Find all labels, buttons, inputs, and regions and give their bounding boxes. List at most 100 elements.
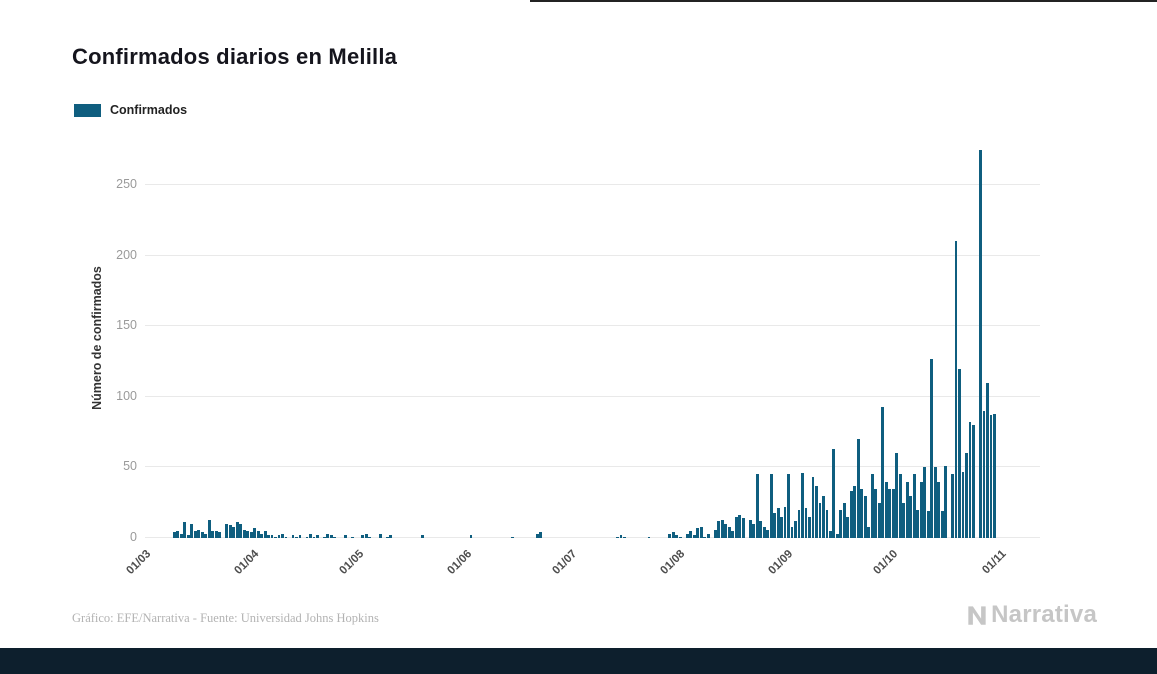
x-axis-ticks: 01/03 01/04 01/05 01/06 01/07 01/08 01/09 01/10… xyxy=(125,539,1040,599)
bar xyxy=(295,536,298,538)
bar xyxy=(329,535,333,538)
bar xyxy=(298,535,302,538)
y-tick-label: 200 xyxy=(116,247,137,262)
plot-area xyxy=(145,145,1040,538)
bar xyxy=(364,533,368,538)
bar xyxy=(469,535,473,538)
bar xyxy=(253,528,257,538)
bar xyxy=(741,518,745,538)
bar xyxy=(734,516,738,538)
bar xyxy=(842,502,846,538)
bar xyxy=(863,495,867,538)
bar xyxy=(235,522,239,538)
bar xyxy=(870,474,874,538)
bar xyxy=(322,536,326,538)
bar xyxy=(309,533,312,538)
bar xyxy=(748,519,752,538)
bar xyxy=(724,523,728,538)
y-axis-ticks: 0 50 100 150 200 250 xyxy=(92,145,137,544)
y-tick-label: 50 xyxy=(123,459,137,474)
bar xyxy=(815,485,818,538)
bar xyxy=(780,516,783,538)
bar xyxy=(350,536,354,538)
bar xyxy=(776,508,780,538)
bar xyxy=(835,533,839,538)
bar xyxy=(211,530,215,538)
x-tick-label: 01/10 xyxy=(871,548,901,577)
x-tick-label: 01/03 xyxy=(124,548,154,577)
bar xyxy=(849,491,853,538)
x-tick-label: 01/04 xyxy=(232,548,262,577)
bar xyxy=(239,523,243,538)
bar xyxy=(270,535,274,538)
bar xyxy=(829,530,832,538)
bar xyxy=(804,508,808,538)
bar xyxy=(225,523,229,538)
bar xyxy=(281,533,284,538)
bar xyxy=(898,474,902,538)
bar xyxy=(790,526,794,538)
bar xyxy=(930,358,934,538)
bar xyxy=(176,530,180,538)
gridline xyxy=(145,254,1040,256)
bar xyxy=(933,467,937,538)
bar xyxy=(685,533,689,538)
bar xyxy=(671,532,675,538)
bar xyxy=(277,535,281,538)
legend-label: Confirmados xyxy=(110,103,188,117)
bar xyxy=(965,453,968,538)
bar xyxy=(874,488,878,538)
bar xyxy=(361,535,365,538)
bar xyxy=(420,535,424,538)
bar xyxy=(539,532,543,538)
bar xyxy=(923,467,927,538)
bar xyxy=(888,488,892,538)
bar xyxy=(891,488,895,538)
bar xyxy=(856,439,860,538)
bar xyxy=(766,529,770,538)
bar xyxy=(619,535,623,538)
bar xyxy=(968,422,972,538)
x-tick-label: 01/07 xyxy=(550,548,580,577)
bar xyxy=(312,536,316,538)
gridline xyxy=(145,184,1040,185)
x-tick-label: 01/09 xyxy=(766,548,796,577)
y-tick-label: 150 xyxy=(116,318,137,333)
bar xyxy=(762,526,766,538)
bar xyxy=(706,533,710,538)
bar xyxy=(783,506,787,538)
bar xyxy=(801,473,804,538)
bar xyxy=(759,521,763,538)
bar xyxy=(692,535,696,538)
bar xyxy=(881,406,885,538)
bar xyxy=(919,481,923,538)
bar xyxy=(993,413,996,538)
bar xyxy=(884,481,888,538)
bar xyxy=(389,535,393,538)
bar xyxy=(190,523,194,538)
x-tick-label: 01/05 xyxy=(337,548,367,577)
bar xyxy=(647,536,651,538)
bar xyxy=(926,511,930,538)
legend-swatch-icon xyxy=(74,103,101,117)
bar xyxy=(696,528,700,538)
bar xyxy=(958,368,961,538)
bar xyxy=(703,536,707,538)
bar xyxy=(699,526,703,538)
source-credit: Gráfico: EFE/Narrativa - Fuente: Univers… xyxy=(72,611,379,625)
bar xyxy=(986,382,989,538)
y-tick-label: 100 xyxy=(116,388,137,403)
bar xyxy=(713,529,717,538)
bar xyxy=(214,530,218,538)
narrativa-n-icon xyxy=(968,606,986,625)
bar xyxy=(186,535,190,538)
bar xyxy=(218,532,222,538)
bar xyxy=(727,526,731,538)
bar xyxy=(839,509,843,538)
bar xyxy=(794,521,797,538)
bar xyxy=(183,522,187,538)
bottom-bar xyxy=(0,648,1157,674)
bar xyxy=(972,425,975,538)
bar xyxy=(193,530,197,538)
bar xyxy=(853,485,857,538)
